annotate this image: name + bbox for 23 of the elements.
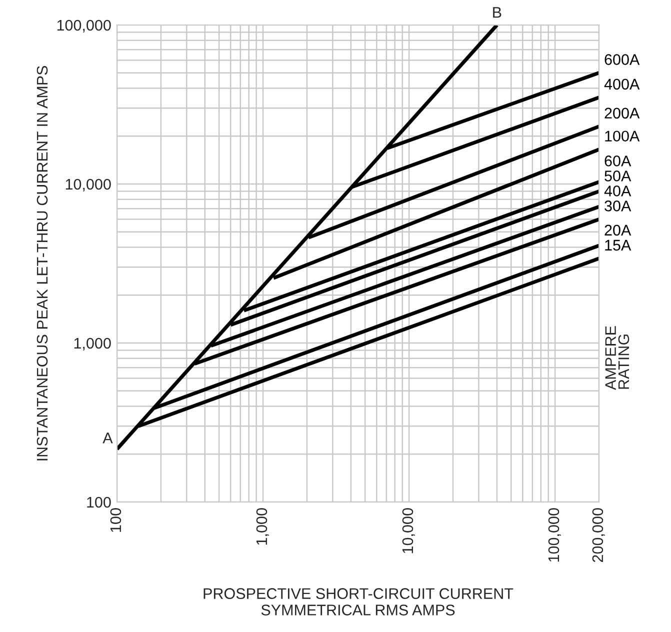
- x-tick-label: 200,000: [592, 508, 605, 562]
- y-axis-title: INSTANTANEOUS PEAK LET-THRU CURRENT IN AMPS: [36, 66, 48, 460]
- series-label: 50A: [604, 170, 632, 182]
- series-label: 200A: [604, 108, 640, 119]
- x-tick-label: 1,000: [256, 508, 269, 545]
- series-label: 60A: [604, 156, 632, 166]
- series-label: 30A: [604, 200, 632, 212]
- series-label: 40A: [604, 186, 632, 196]
- text: AMPERE RATING: [605, 326, 630, 390]
- y-tick-label: 100,000: [57, 20, 111, 32]
- x-axis-title: PROSPECTIVE SHORT-CIRCUIT CURRENT SYMMETRICAL RMS AMPS: [204, 588, 514, 616]
- series-label: 20A: [604, 224, 632, 236]
- series-label: 15A: [605, 240, 632, 251]
- y-tick-label: 10,000: [66, 178, 111, 192]
- x-tick-label: 100,000: [548, 508, 561, 562]
- series-label: 100A: [605, 130, 640, 142]
- y-tick-label: 100: [87, 496, 111, 508]
- series-label: 400A: [604, 78, 640, 90]
- annotation: B: [493, 7, 502, 18]
- annotation: A: [102, 432, 113, 444]
- series-label: 600A: [604, 54, 640, 65]
- y-tick-label: 1,000: [74, 338, 111, 350]
- x-tick-label: 10,000: [402, 508, 415, 554]
